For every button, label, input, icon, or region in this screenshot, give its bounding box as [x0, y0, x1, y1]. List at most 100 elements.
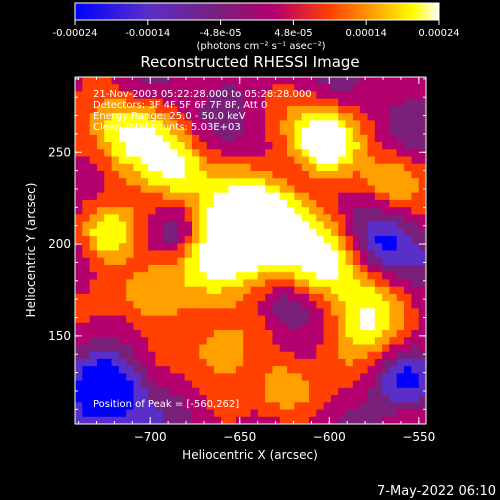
heatmap-cell: [155, 286, 164, 295]
heatmap-cell: [382, 301, 391, 309]
heatmap-cell: [89, 98, 98, 107]
heatmap-cell: [177, 344, 186, 353]
heatmap-cell: [213, 228, 222, 237]
heatmap-cell: [250, 185, 259, 194]
heatmap-cell: [374, 98, 383, 107]
heatmap-cell: [104, 373, 113, 382]
heatmap-cell: [404, 127, 412, 136]
heatmap-cell: [170, 163, 178, 172]
heatmap-cell: [228, 387, 237, 396]
heatmap-cell: [228, 178, 237, 187]
heatmap-cell: [199, 134, 208, 143]
heatmap-cell: [374, 351, 383, 360]
heatmap-cell: [192, 207, 200, 215]
heatmap-cell: [104, 322, 113, 331]
heatmap-cell: [352, 344, 361, 353]
heatmap-cell: [213, 105, 222, 114]
heatmap-cell: [228, 142, 237, 150]
heatmap-cell: [279, 301, 288, 309]
heatmap-cell: [279, 380, 288, 389]
heatmap-cell: [279, 91, 288, 100]
heatmap-cell: [309, 373, 317, 382]
heatmap-cell: [104, 113, 113, 121]
heatmap-cell: [294, 308, 303, 317]
heatmap-cell: [192, 228, 200, 237]
heatmap-cell: [294, 315, 303, 324]
heatmap-cell: [250, 142, 259, 150]
heatmap-cell: [155, 366, 164, 374]
heatmap-cell: [133, 373, 142, 382]
heatmap-cell: [360, 315, 369, 324]
heatmap-cell: [352, 315, 361, 324]
heatmap-cell: [118, 416, 127, 424]
heatmap-cell: [316, 395, 325, 403]
heatmap-cell: [265, 77, 274, 85]
heatmap-cell: [316, 286, 325, 295]
heatmap-cell: [75, 77, 83, 85]
heatmap-cell: [389, 293, 398, 302]
heatmap-cell: [104, 207, 113, 215]
heatmap-cell: [111, 199, 120, 208]
heatmap-cell: [104, 308, 113, 317]
heatmap-cell: [75, 286, 83, 295]
heatmap-cell: [345, 272, 354, 281]
heatmap-cell: [184, 301, 193, 309]
heatmap-cell: [294, 250, 303, 259]
heatmap-cell: [272, 236, 281, 244]
heatmap-cell: [199, 286, 208, 295]
heatmap-cell: [155, 387, 164, 396]
heatmap-cell: [382, 120, 391, 129]
heatmap-cell: [155, 185, 164, 194]
heatmap-cell: [184, 243, 193, 252]
heatmap-cell: [404, 228, 412, 237]
heatmap-cell: [111, 142, 120, 150]
heatmap-cell: [360, 236, 369, 244]
heatmap-cell: [177, 373, 186, 382]
heatmap-cell: [316, 272, 325, 281]
heatmap-cell: [360, 337, 369, 346]
heatmap-cell: [272, 279, 281, 288]
heatmap-cell: [162, 264, 171, 273]
heatmap-cell: [374, 358, 383, 367]
heatmap-cell: [96, 301, 105, 309]
heatmap-cell: [272, 214, 281, 223]
heatmap-cell: [75, 272, 83, 281]
heatmap-cell: [118, 170, 127, 179]
heatmap-cell: [126, 358, 135, 367]
heatmap-cell: [389, 257, 398, 266]
heatmap-cell: [96, 257, 105, 266]
heatmap-cell: [411, 351, 420, 360]
heatmap-cell: [404, 272, 412, 281]
heatmap-cell: [75, 322, 83, 331]
annotation-block: 21-Nov-2003 05:22:28.000 to 05:28:28.000…: [93, 89, 312, 133]
heatmap-cell: [382, 134, 391, 143]
heatmap-cell: [170, 308, 178, 317]
heatmap-cell: [396, 105, 405, 114]
heatmap-cell: [104, 149, 113, 158]
heatmap-cell: [374, 250, 383, 259]
heatmap-cell: [118, 178, 127, 187]
heatmap-cell: [287, 308, 295, 317]
heatmap-cell: [396, 358, 405, 367]
heatmap-cell: [345, 113, 354, 121]
heatmap-cell: [96, 373, 105, 382]
heatmap-cell: [352, 387, 361, 396]
heatmap-cell: [396, 344, 405, 353]
heatmap-cell: [206, 134, 215, 143]
heatmap-cell: [257, 142, 266, 150]
heatmap-cell: [389, 91, 398, 100]
heatmap-cell: [250, 163, 259, 172]
heatmap-cell: [126, 337, 135, 346]
heatmap-cell: [316, 178, 325, 187]
heatmap-cell: [265, 221, 274, 230]
heatmap-cell: [323, 185, 332, 194]
heatmap-cell: [301, 105, 310, 114]
heatmap-cell: [330, 163, 339, 172]
heatmap-cell: [287, 142, 295, 150]
heatmap-cell: [330, 395, 339, 403]
heatmap-cell: [396, 127, 405, 136]
heatmap-cell: [118, 301, 127, 309]
heatmap-cell: [257, 272, 266, 281]
heatmap-cell: [411, 163, 420, 172]
heatmap-cell: [396, 380, 405, 389]
